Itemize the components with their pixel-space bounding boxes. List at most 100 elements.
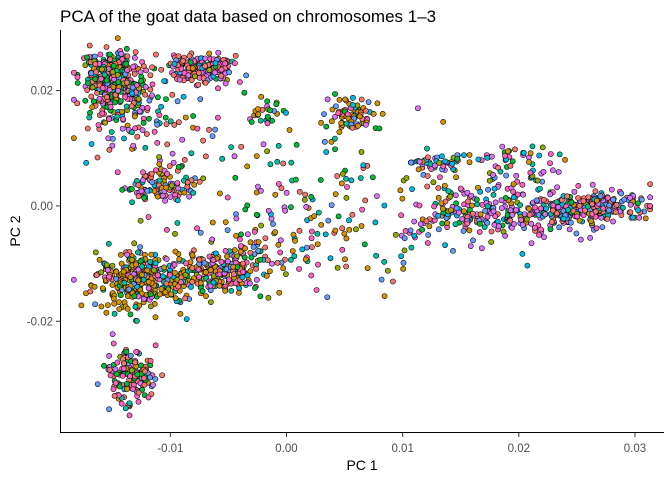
data-point [291,253,298,260]
data-point [398,253,404,260]
data-point [189,279,196,285]
data-point [168,182,175,189]
data-point [154,193,161,200]
data-point [103,44,110,50]
data-point [251,229,258,235]
data-point [135,193,142,200]
data-point [547,191,554,198]
data-point [123,380,130,387]
data-point [190,113,196,119]
data-point [536,232,542,238]
data-point [135,266,142,273]
data-point [169,150,176,157]
data-point [273,101,280,108]
data-point [150,382,156,388]
data-point [365,99,372,105]
data-point [167,272,173,278]
data-point [179,136,186,143]
data-point [109,142,116,149]
data-point [224,253,230,260]
data-point [449,160,456,167]
data-point [424,183,431,190]
data-point [566,226,573,233]
data-point [253,276,260,283]
data-point [511,221,517,227]
data-point [627,201,634,208]
data-point [164,141,171,148]
data-point [116,299,122,305]
data-point [588,218,594,224]
data-point [369,174,376,181]
data-point [538,226,544,233]
data-point [170,72,177,78]
data-point [332,113,338,120]
data-point [110,62,117,69]
data-point [147,374,153,381]
data-point [524,216,530,223]
data-point [442,158,449,165]
data-point [240,269,246,275]
data-point [119,186,126,193]
data-point [211,69,218,76]
data-point [253,153,260,159]
data-point [440,119,447,125]
data-point [151,188,158,194]
data-point [255,106,261,112]
data-point [119,125,126,132]
data-point [438,200,445,207]
data-point [155,94,161,101]
x-tick-label: 0.02 [508,443,530,455]
data-point [172,248,179,255]
data-point [114,35,121,41]
data-point [270,221,276,227]
data-point [111,393,118,399]
data-point [138,188,145,194]
data-point [89,84,96,91]
data-point [527,169,534,176]
data-point [437,174,443,180]
data-point [164,171,171,177]
data-point [468,192,475,199]
data-point [647,181,653,187]
data-point [247,239,254,246]
data-point [145,285,152,292]
data-point [425,154,431,161]
data-point [253,211,260,218]
data-point [142,84,149,90]
data-point [581,207,588,214]
data-point [115,79,122,85]
data-point [584,203,591,210]
data-point [477,221,483,227]
data-point [175,164,182,170]
data-point [215,49,222,56]
data-point [288,159,295,166]
x-axis-title: PC 1 [346,457,377,473]
data-point [453,200,459,207]
data-point [635,207,641,214]
data-point [130,142,137,149]
data-point [283,189,290,196]
data-point [239,274,246,281]
data-point [255,111,262,118]
data-point [121,280,128,286]
data-point [134,318,140,324]
data-point [327,255,334,262]
data-point [137,258,144,265]
data-point [131,240,138,247]
data-point [182,114,189,121]
data-point [445,188,452,194]
data-point [364,265,371,272]
data-point [461,208,467,214]
data-point [565,207,571,213]
data-point [174,98,181,105]
data-point [357,175,364,181]
data-point [491,185,498,192]
data-point [109,282,116,288]
data-point [141,368,148,375]
data-point [263,273,270,279]
data-point [162,197,168,204]
data-point [167,118,174,125]
data-point [498,197,505,204]
data-point [513,207,519,213]
data-point [547,226,554,233]
